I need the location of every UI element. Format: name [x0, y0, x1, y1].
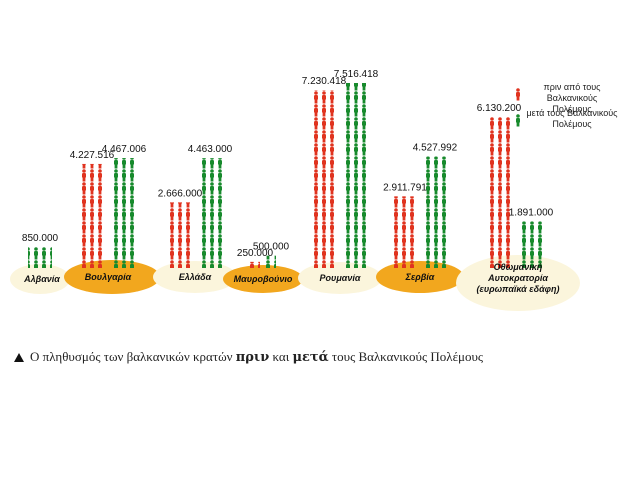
country-base [456, 255, 580, 311]
value-label: 4.527.992 [413, 143, 458, 154]
population-pictogram [486, 117, 512, 269]
legend-icon [514, 88, 522, 101]
legend-label: μετά τους Βαλκανικούς Πολέμους [526, 108, 618, 129]
population-pictogram [168, 202, 192, 268]
country-base [298, 262, 382, 294]
category-label: Σερβία [405, 272, 435, 282]
population-pictogram [198, 158, 222, 268]
caption-text: Ο πληθυσμός των βαλκανικών κρατών [30, 349, 236, 364]
population-pictogram [343, 83, 369, 268]
caption-text: και [269, 349, 293, 364]
value-label: 850.000 [22, 233, 59, 244]
category-label: Οθωμανική Αυτοκρατορία (ευρωπαϊκά εδάφη) [476, 262, 560, 294]
value-label: 2.911.791 [383, 182, 427, 193]
value-label: 1.891.000 [509, 207, 554, 218]
caption-bold: πριν [235, 350, 270, 365]
category-label: Ελλάδα [178, 272, 212, 282]
value-label: 4.227.516 [70, 150, 115, 161]
value-label: 6.130.200 [477, 103, 522, 114]
country-base [64, 260, 160, 294]
legend-label: πριν από τους Βαλκανικούς Πολέμους [543, 82, 601, 114]
country-base [376, 261, 464, 293]
value-label: 2.666.000 [158, 188, 203, 199]
population-pictogram [423, 156, 447, 268]
category-label: Αλβανία [24, 274, 60, 284]
population-pictogram [518, 221, 544, 268]
value-label: 7.516.418 [334, 69, 379, 80]
legend-swatch [514, 114, 522, 127]
caption-triangle [14, 353, 24, 362]
country-base [223, 265, 303, 293]
legend-icon [514, 114, 522, 127]
population-pictogram [111, 158, 137, 268]
population-pictogram [393, 196, 417, 268]
value-label: 250.000 [237, 248, 274, 259]
caption-bold: μετά [292, 350, 329, 365]
category-label: Ρουμανία [319, 273, 361, 283]
value-label: 4.463.000 [188, 144, 233, 155]
caption-text: τους Βαλκανικούς Πολέμους [328, 349, 484, 364]
country-base [10, 264, 70, 294]
value-label: 4.467.006 [102, 144, 147, 155]
value-label: 7.230.418 [302, 76, 347, 87]
population-pictogram [311, 90, 337, 268]
category-label: Μαυροβούνιο [233, 274, 293, 284]
population-pictogram [250, 261, 260, 268]
caption: Ο πληθυσμός των βαλκανικών κρατών πριν κ… [30, 349, 483, 365]
population-pictogram [266, 255, 276, 268]
value-label: 500.000 [253, 242, 290, 253]
category-label: Βουλγαρία [84, 272, 132, 282]
population-pictogram [79, 163, 105, 268]
population-pictogram [28, 247, 52, 268]
legend-swatch [514, 88, 522, 101]
country-base [153, 261, 237, 293]
